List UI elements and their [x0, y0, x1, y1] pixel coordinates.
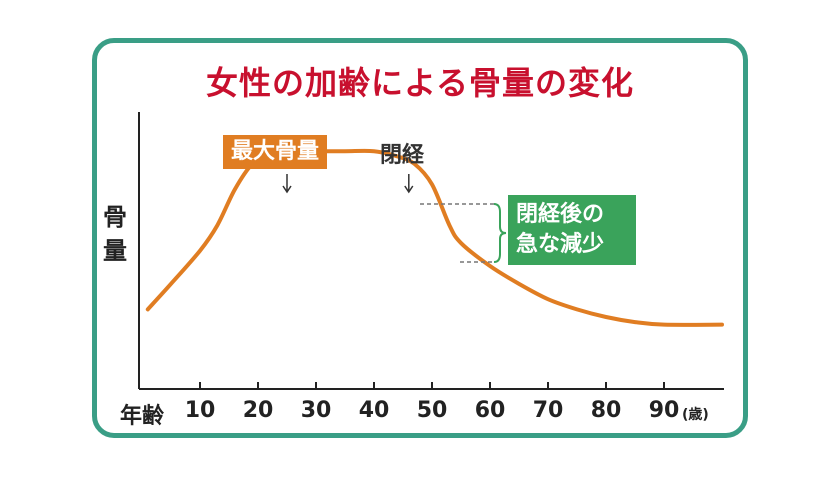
x-axis-unit: (歳)	[682, 407, 709, 423]
x-tick-label: 50	[416, 398, 448, 423]
peak-bone-mass-badge: 最大骨量	[223, 135, 328, 169]
x-tick-label: 80	[590, 398, 622, 423]
x-tick-label: 60	[474, 398, 506, 423]
chart-frame	[92, 38, 748, 438]
peak-arrow	[282, 174, 292, 194]
x-tick-label: 70	[532, 398, 564, 423]
x-axis-label: 年齢	[120, 404, 165, 429]
x-tick-marks	[199, 382, 665, 389]
chart-title: 女性の加齢による骨量の変化	[205, 64, 635, 102]
x-tick-label: 30	[300, 398, 332, 423]
menopause-arrow	[404, 174, 414, 194]
series-line	[145, 148, 724, 327]
x-tick-label: 90	[648, 398, 680, 423]
post-menopause-decline-badge: 閉経後の 急な減少	[508, 195, 636, 265]
decline-label-line2: 急な減少	[516, 232, 605, 257]
menopause-label: 閉経	[380, 143, 425, 168]
decline-label-line1: 閉経後の	[516, 202, 605, 227]
decline-brace	[493, 203, 507, 263]
x-tick-label: 10	[184, 398, 216, 423]
x-tick-label: 20	[242, 398, 274, 423]
x-tick-label: 40	[358, 398, 390, 423]
y-axis-label: 骨量	[103, 203, 127, 265]
